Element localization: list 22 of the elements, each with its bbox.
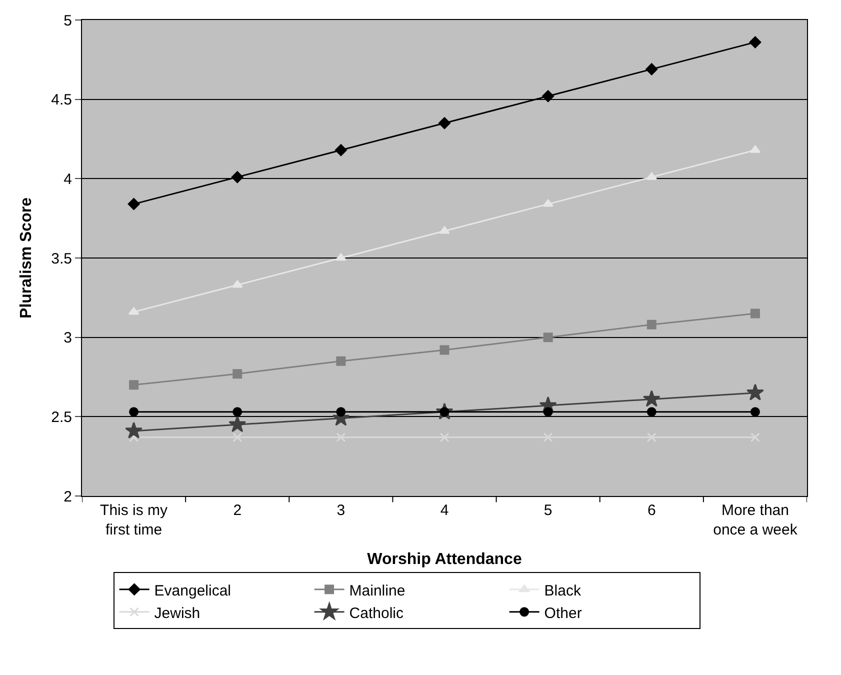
legend-label: Evangelical	[154, 582, 232, 600]
y-tick-label: 2	[64, 488, 72, 506]
legend-label: Black	[544, 582, 582, 600]
x-tick-label: 3	[336, 502, 346, 519]
legend-label: Catholic	[349, 604, 404, 622]
x-tick-label: 2	[233, 502, 242, 519]
y-tick-label: 4.5	[51, 92, 72, 109]
x-tick-label: 4	[440, 502, 449, 519]
x-tick-label: 5	[544, 502, 552, 519]
y-tick-label: 5	[64, 12, 72, 30]
legend-label: Jewish	[154, 604, 200, 622]
legend-label: Other	[544, 604, 582, 622]
y-axis-title: Pluralism Score	[18, 197, 36, 318]
x-axis-title: Worship Attendance	[367, 551, 522, 568]
x-tick-label: More than once a week	[713, 502, 798, 538]
y-tick-label: 3	[64, 330, 72, 347]
legend-label: Mainline	[349, 582, 406, 600]
y-tick-label: 3.5	[51, 250, 72, 268]
y-tick-label: 2.5	[51, 408, 72, 426]
x-tick-label: 6	[647, 502, 656, 519]
x-tick-label: This is my first time	[100, 502, 168, 538]
y-tick-label: 4	[64, 170, 72, 188]
